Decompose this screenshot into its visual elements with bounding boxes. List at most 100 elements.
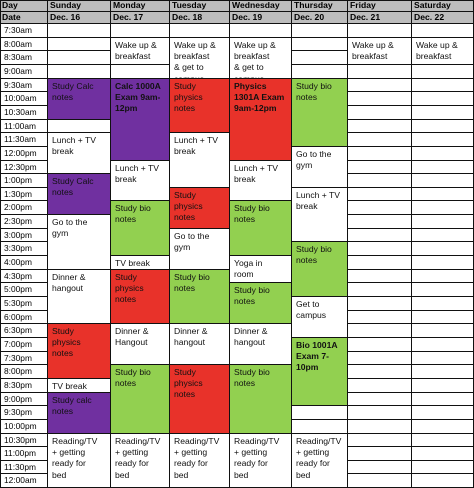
empty-slot <box>412 174 474 188</box>
empty-slot <box>230 24 292 38</box>
header-row_day-label: Day <box>0 0 48 12</box>
time-label: 10:00am <box>0 92 48 106</box>
empty-slot <box>412 393 474 406</box>
time-label: 12:30pm <box>0 161 48 174</box>
empty-slot <box>348 447 412 461</box>
event-block: Go to the gym <box>292 147 348 188</box>
event-block: Study bio notes <box>230 283 292 324</box>
empty-slot <box>348 379 412 393</box>
event-block: Wake up & breakfast & get to campus <box>170 38 230 79</box>
empty-slot <box>412 215 474 229</box>
empty-slot <box>292 38 348 51</box>
event-block: Wake up & breakfast <box>348 38 412 65</box>
empty-slot <box>48 65 111 79</box>
empty-slot <box>348 229 412 242</box>
empty-slot <box>348 215 412 229</box>
event-block: Lunch + TV break <box>48 133 111 174</box>
event-block: Reading/TV + getting ready for bed <box>111 434 170 488</box>
empty-slot <box>412 447 474 461</box>
time-label: 11:30pm <box>0 461 48 474</box>
empty-slot <box>412 365 474 379</box>
event-block: Reading/TV + getting ready for bed <box>170 434 230 488</box>
empty-slot <box>348 174 412 188</box>
empty-slot <box>292 65 348 79</box>
event-block: Study physics notes <box>170 365 230 434</box>
event-block: Study bio notes <box>111 201 170 256</box>
empty-slot <box>412 283 474 297</box>
empty-slot <box>412 147 474 161</box>
empty-slot <box>48 120 111 133</box>
header-row_day-cell: Saturday <box>412 0 474 12</box>
event-block: Study bio notes <box>230 201 292 256</box>
empty-slot <box>348 92 412 106</box>
empty-slot <box>348 24 412 38</box>
event-block: Lunch + TV break <box>292 188 348 242</box>
event-block: Study physics notes <box>111 270 170 324</box>
event-block: Study physics notes <box>170 79 230 133</box>
empty-slot <box>48 24 111 38</box>
empty-slot <box>412 420 474 434</box>
empty-slot <box>412 352 474 365</box>
event-block: Study calc notes <box>48 393 111 434</box>
event-block: TV break <box>111 256 170 270</box>
header-row_date-cell: Dec. 19 <box>230 12 292 24</box>
empty-slot <box>412 133 474 147</box>
time-label: 11:30am <box>0 133 48 147</box>
event-block: TV break <box>48 379 111 393</box>
empty-slot <box>412 474 474 488</box>
header-row_date-cell: Dec. 22 <box>412 12 474 24</box>
empty-slot <box>292 420 348 434</box>
time-label: 8:00pm <box>0 365 48 379</box>
header-row_day-cell: Thursday <box>292 0 348 12</box>
time-label: 1:00pm <box>0 174 48 188</box>
empty-slot <box>348 201 412 215</box>
empty-slot <box>348 365 412 379</box>
event-block: Reading/TV + getting ready for bed <box>230 434 292 488</box>
empty-slot <box>412 201 474 215</box>
empty-slot <box>292 406 348 420</box>
empty-slot <box>412 379 474 393</box>
empty-slot <box>348 120 412 133</box>
event-block: Go to the gym <box>48 215 111 270</box>
time-label: 10:00pm <box>0 420 48 434</box>
time-label: 9:30pm <box>0 406 48 420</box>
event-block: Reading/TV + getting ready for bed <box>292 434 348 488</box>
event-block: Go to the gym <box>170 229 230 270</box>
time-label: 7:00pm <box>0 338 48 352</box>
empty-slot <box>348 297 412 311</box>
event-block: Study bio notes <box>292 242 348 297</box>
empty-slot <box>348 311 412 324</box>
event-block: Study Calc notes <box>48 79 111 120</box>
empty-slot <box>412 65 474 79</box>
empty-slot <box>111 65 170 79</box>
event-block: Reading/TV + getting ready for bed <box>48 434 111 488</box>
event-block: Wake up & breakfast <box>412 38 474 65</box>
empty-slot <box>412 242 474 256</box>
empty-slot <box>348 461 412 474</box>
time-label: 11:00pm <box>0 447 48 461</box>
event-block: Study bio notes <box>292 79 348 147</box>
empty-slot <box>348 406 412 420</box>
event-block: Study bio notes <box>111 365 170 434</box>
event-block: Study Calc notes <box>48 174 111 215</box>
empty-slot <box>348 474 412 488</box>
empty-slot <box>412 461 474 474</box>
event-block: Physics 1301A Exam 9am-12pm <box>230 79 292 161</box>
empty-slot <box>348 133 412 147</box>
header-row_date-cell: Dec. 16 <box>48 12 111 24</box>
time-label: 6:30pm <box>0 324 48 338</box>
event-block: Study physics notes <box>48 324 111 379</box>
time-label: 10:30pm <box>0 434 48 447</box>
event-block: Dinner & hangout <box>230 324 292 365</box>
empty-slot <box>348 434 412 447</box>
event-block: Lunch + TV break <box>230 161 292 201</box>
time-label: 9:30am <box>0 79 48 92</box>
header-row_date-cell: Dec. 21 <box>348 12 412 24</box>
empty-slot <box>348 283 412 297</box>
empty-slot <box>412 324 474 338</box>
empty-slot <box>412 311 474 324</box>
time-label: 3:30pm <box>0 242 48 256</box>
header-row_day-cell: Sunday <box>48 0 111 12</box>
time-label: 8:30am <box>0 51 48 65</box>
